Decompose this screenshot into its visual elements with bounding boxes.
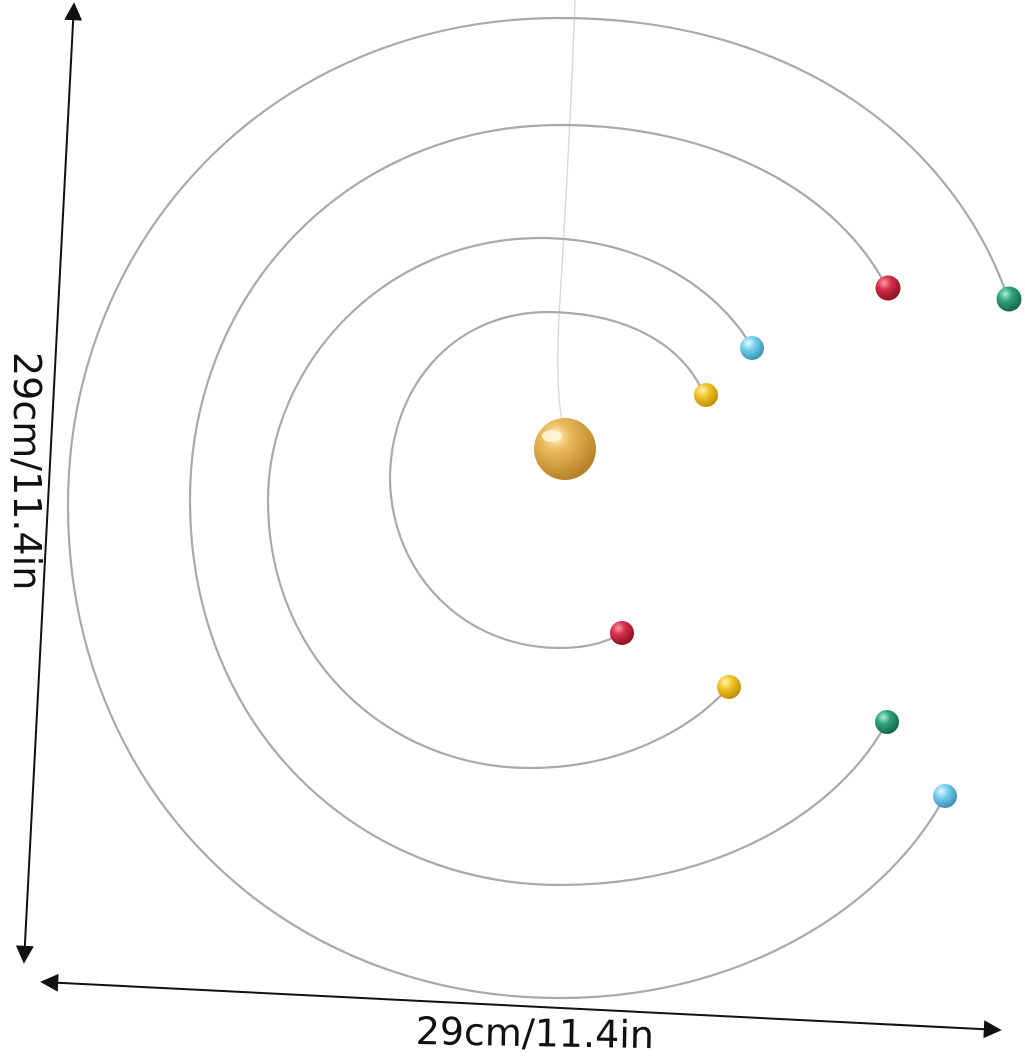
yellow-bead [717, 675, 741, 699]
green-bead [875, 710, 899, 734]
planet-beads [610, 275, 1022, 808]
width-dimension-arrow [40, 973, 1002, 1039]
orbit-ring-1 [388, 310, 706, 650]
sun-sphere [534, 418, 596, 480]
cyan-bead [933, 784, 957, 808]
hanging-string [557, 0, 576, 421]
red-bead [875, 275, 901, 301]
orbit-ring-3 [188, 123, 889, 887]
red-bead [610, 621, 634, 645]
height-dimension-arrow [15, 2, 83, 964]
orbit-ring-2 [266, 236, 754, 770]
height-dimension-label: 29cm/11.4in [5, 352, 49, 591]
green-bead [996, 286, 1022, 312]
yellow-bead [694, 383, 718, 407]
width-dimension-label: 29cm/11.4in [415, 1009, 655, 1058]
cyan-bead [740, 336, 764, 360]
orbit-ring-4 [66, 16, 1010, 1000]
sun-highlight [542, 430, 562, 442]
